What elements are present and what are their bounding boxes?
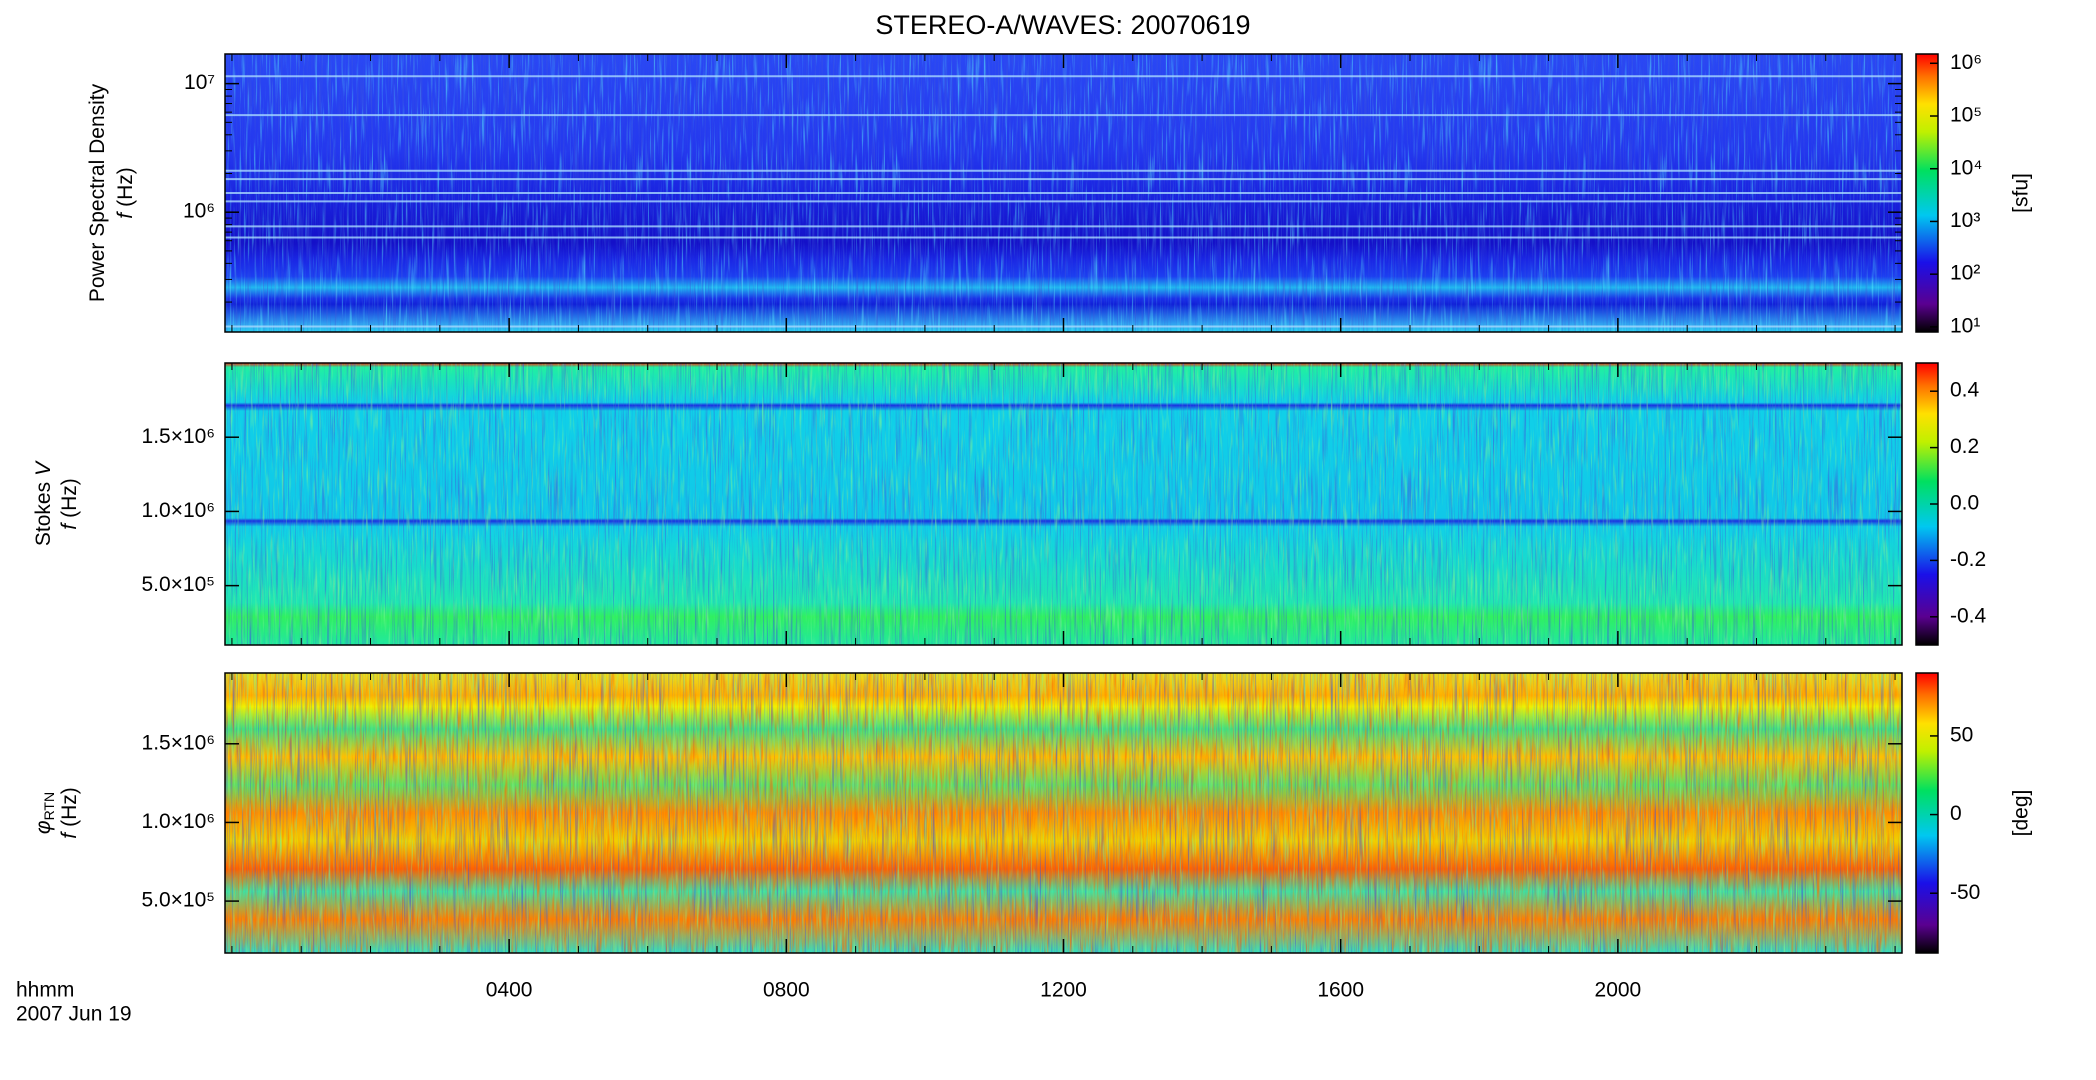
x-axis-label: 2007 Jun 19: [16, 1003, 132, 1026]
colorbar-label: [sfu]: [2010, 173, 2033, 213]
spectrogram-texture: [225, 673, 1902, 953]
x-tick-label: 2000: [1595, 979, 1642, 1002]
y-axis-label-part: RTN: [41, 792, 57, 821]
y-axis-label-part: φ: [32, 820, 55, 834]
y-tick-label: 1.0×10⁶: [142, 499, 215, 522]
x-tick-label: 0400: [486, 979, 533, 1002]
y-axis-label-part: f: [114, 211, 137, 219]
y-axis-label-part: (Hz): [58, 478, 81, 518]
y-axis-label-part: (Hz): [58, 787, 81, 827]
x-tick-label: 1200: [1040, 979, 1087, 1002]
colorbar: [1915, 53, 1939, 333]
y-tick-label: 1.5×10⁶: [142, 425, 215, 448]
x-tick-label: 1600: [1317, 979, 1364, 1002]
x-tick-label: 0800: [763, 979, 810, 1002]
y-axis-label-part: V: [32, 460, 55, 476]
colorbar-tick-label: 10⁵: [1950, 104, 1982, 127]
y-axis-label: f (Hz): [114, 167, 137, 219]
colorbar-tick-label: -0.4: [1950, 604, 1987, 627]
y-axis-label: φRTN: [32, 792, 57, 834]
colorbar-tick-label: 0.0: [1950, 492, 1979, 515]
y-axis-label-part: f: [58, 522, 81, 530]
colorbar-tick-label: -0.2: [1950, 548, 1986, 571]
y-tick-label: 5.0×10⁵: [141, 573, 215, 596]
y-axis-label: f (Hz): [58, 787, 81, 839]
chart-title: STEREO-A/WAVES: 20070619: [875, 10, 1250, 40]
y-axis-label-part: Power Spectral Density: [86, 83, 109, 302]
colorbar-label: [deg]: [2010, 790, 2033, 837]
colorbar-tick-label: 0.4: [1950, 379, 1980, 402]
colorbar-tick-label: -50: [1950, 881, 1980, 904]
colorbar-tick-label: 0.2: [1950, 435, 1979, 458]
y-axis-label-part: (Hz): [114, 167, 137, 207]
y-axis-label: f (Hz): [58, 478, 81, 530]
y-axis-label-part: f: [58, 831, 81, 839]
y-axis-label: Stokes V: [32, 460, 55, 546]
x-axis-label: hhmm: [16, 979, 74, 1002]
colorbar-tick-label: 10⁶: [1950, 51, 1982, 74]
colorbar-tick-label: 0: [1950, 802, 1962, 825]
y-tick-label: 1.5×10⁶: [142, 731, 215, 754]
colorbar-tick-label: 10⁴: [1950, 156, 1982, 179]
colorbar-tick-label: 10¹: [1950, 314, 1980, 337]
y-tick-label: 10⁷: [184, 71, 215, 94]
colorbar-tick-label: 10³: [1950, 209, 1980, 232]
y-tick-label: 5.0×10⁵: [141, 889, 215, 912]
y-tick-label: 1.0×10⁶: [142, 810, 215, 833]
y-axis-label-part: Stokes: [32, 482, 55, 546]
colorbar-tick-label: 50: [1950, 723, 1973, 746]
y-tick-label: 10⁶: [183, 200, 215, 223]
spectrogram-texture: [225, 363, 1902, 645]
y-axis-label: Power Spectral Density: [86, 83, 109, 302]
colorbar-tick-label: 10²: [1950, 262, 1980, 285]
colorbar: [1915, 672, 1939, 954]
